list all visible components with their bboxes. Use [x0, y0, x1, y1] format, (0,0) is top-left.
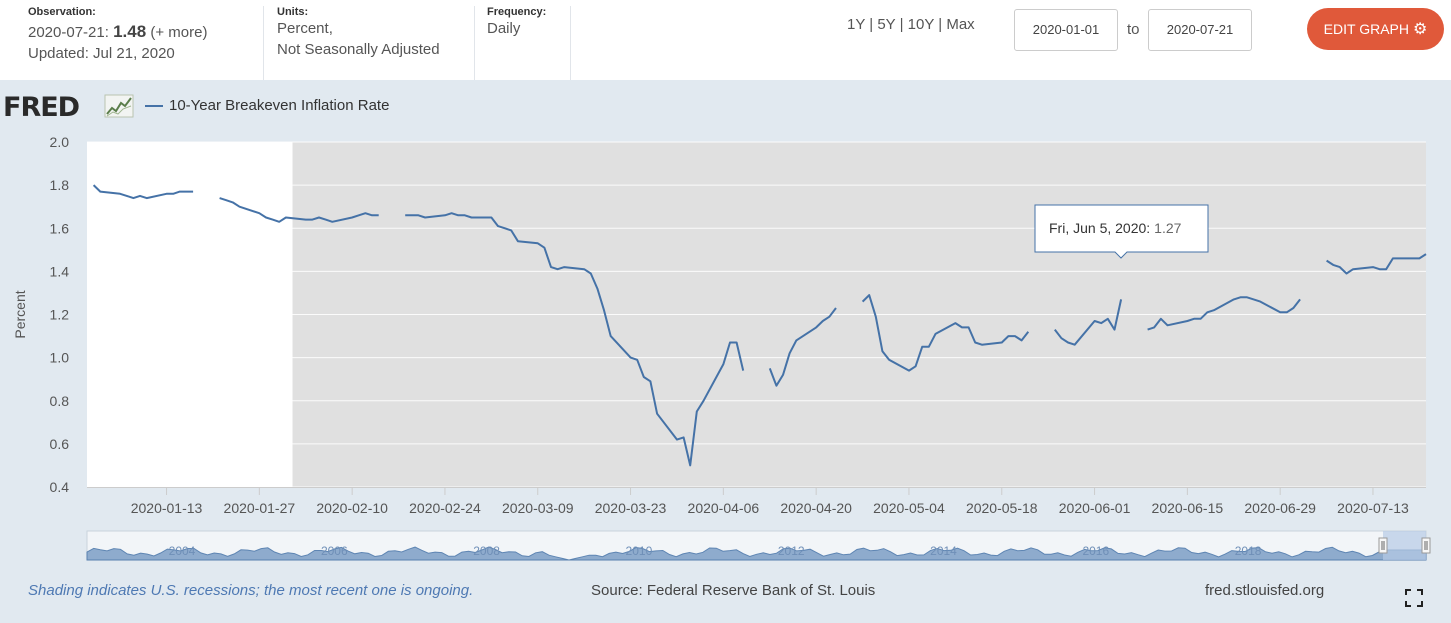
y-tick-label: 1.2 — [50, 307, 70, 323]
legend-swatch — [145, 105, 163, 108]
observation-label: Observation: — [28, 6, 96, 18]
y-tick-label: 1.4 — [50, 263, 70, 279]
tooltip-box — [1034, 204, 1209, 259]
frequency-panel: Frequency: Daily — [474, 6, 571, 80]
observation-date: 2020-07-21: — [28, 24, 109, 41]
series-line — [92, 184, 1427, 467]
units-panel: Units: Percent, Not Seasonally Adjusted — [263, 6, 474, 80]
navigator-year-label: 2006 — [321, 544, 348, 558]
x-tick-label: 2020-05-18 — [966, 500, 1038, 516]
navigator-handle — [1378, 537, 1388, 554]
frequency-label: Frequency: — [487, 6, 547, 18]
units-line-1: Percent, — [277, 20, 333, 37]
fred-logo[interactable]: FRED — [3, 92, 80, 123]
navigator-selection — [1383, 531, 1426, 560]
navigator-year-label: 2014 — [930, 544, 957, 558]
x-tick-label: 2020-04-06 — [688, 500, 760, 516]
navigator-year-label: 2018 — [1235, 544, 1262, 558]
navigator-year-label: 2012 — [778, 544, 805, 558]
y-tick-label: 0.6 — [50, 436, 70, 452]
navigator-area — [86, 546, 1427, 561]
x-tick-label: 2020-06-15 — [1152, 500, 1224, 516]
tooltip-value: 1.27 — [1154, 220, 1181, 236]
navigator-year-label: 2010 — [626, 544, 653, 558]
x-axis: 2020-01-13 2020-01-27 2020-02-10 2020-02-24… — [87, 487, 1426, 516]
range-5y-link[interactable]: 5Y — [877, 16, 896, 33]
end-date-input[interactable]: 2020-07-21 — [1148, 9, 1252, 51]
series-segment — [1326, 253, 1427, 275]
navigator-handle — [1421, 537, 1431, 554]
range-separator: | — [869, 16, 874, 33]
y-tick-label: 1.0 — [50, 350, 70, 366]
x-tick-label: 2020-03-23 — [595, 500, 667, 516]
range-separator: | — [899, 16, 904, 33]
y-tick-label: 0.8 — [50, 393, 70, 409]
navigator[interactable]: 2004 2006 2008 2010 2012 2014 2016 2018 — [86, 530, 1431, 561]
site-link[interactable]: fred.stlouisfed.org — [1205, 582, 1325, 599]
navigator-year-label: 2008 — [473, 544, 500, 558]
x-tick-label: 2020-04-20 — [780, 500, 852, 516]
source-text: Source: Federal Reserve Bank of St. Loui… — [591, 582, 876, 599]
tooltip-date: Fri, Jun 5, 2020: — [1049, 220, 1150, 236]
x-tick-label: 2020-02-24 — [409, 500, 481, 516]
y-axis-label: Percent — [12, 290, 28, 338]
observation-more-link[interactable]: (+ more) — [150, 24, 208, 41]
series-segment — [1147, 296, 1301, 331]
observation-panel: Observation: 2020-07-21: 1.48 (+ more) U… — [0, 6, 262, 80]
edit-graph-label: EDIT GRAPH — [1323, 21, 1409, 37]
legend-label: 10-Year Breakeven Inflation Rate — [169, 97, 390, 114]
start-date-input[interactable]: 2020-01-01 — [1014, 9, 1118, 51]
series-segment — [405, 212, 745, 467]
x-tick-label: 2020-06-01 — [1059, 500, 1131, 516]
y-tick-label: 1.8 — [50, 177, 70, 193]
x-tick-label: 2020-01-27 — [224, 500, 296, 516]
x-tick-label: 2020-05-04 — [873, 500, 945, 516]
to-label: to — [1127, 21, 1140, 38]
navigator-year-label: 2004 — [169, 544, 196, 558]
frequency-value: Daily — [487, 20, 521, 37]
y-tick-label: 1.6 — [50, 220, 70, 236]
series-segment — [861, 294, 1030, 372]
x-tick-label: 2020-02-10 — [316, 500, 388, 516]
x-tick-label: 2020-06-29 — [1244, 500, 1316, 516]
units-label: Units: — [277, 6, 309, 18]
x-tick-label: 2020-01-13 — [131, 500, 203, 516]
tooltip: Fri, Jun 5, 2020: 1.27 — [1034, 204, 1209, 259]
range-max-link[interactable]: Max — [946, 16, 975, 33]
series-segment — [768, 307, 837, 387]
navigator-year-label: 2016 — [1082, 544, 1109, 558]
edit-graph-button[interactable]: EDIT GRAPH ⚙ — [1307, 8, 1444, 50]
x-tick-label: 2020-03-09 — [502, 500, 574, 516]
updated-date: Updated: Jul 21, 2020 — [28, 45, 175, 62]
range-separator: | — [938, 16, 943, 33]
observation-value: 1.48 — [113, 22, 147, 41]
series-segment — [92, 184, 194, 200]
range-links: 1Y | 5Y | 10Y | Max — [847, 16, 975, 33]
y-axis: 0.4 0.6 0.8 1.0 1.2 1.4 1.6 1.8 2.0 Percent — [12, 134, 69, 495]
fullscreen-icon[interactable] — [1405, 589, 1423, 607]
gear-icon: ⚙ — [1412, 21, 1428, 38]
y-tick-label: 2.0 — [50, 134, 70, 150]
fred-logo-text: FRED — [3, 92, 80, 123]
legend: 10-Year Breakeven Inflation Rate — [145, 97, 389, 114]
fred-chart-icon — [104, 94, 134, 118]
top-info-bar: Observation: 2020-07-21: 1.48 (+ more) U… — [0, 0, 1451, 80]
recession-note: Shading indicates U.S. recessions; the m… — [28, 582, 474, 599]
series-segment — [219, 197, 379, 223]
y-tick-label: 0.4 — [50, 479, 70, 495]
series-segment — [1054, 299, 1123, 346]
range-10y-link[interactable]: 10Y — [907, 16, 935, 33]
range-1y-link[interactable]: 1Y — [847, 16, 866, 33]
units-line-2: Not Seasonally Adjusted — [277, 41, 440, 58]
x-tick-label: 2020-07-13 — [1337, 500, 1409, 516]
